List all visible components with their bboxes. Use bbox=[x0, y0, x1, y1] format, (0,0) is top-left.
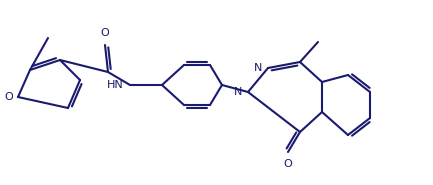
Text: N: N bbox=[254, 63, 262, 73]
Text: O: O bbox=[284, 159, 292, 169]
Text: N: N bbox=[234, 87, 242, 97]
Text: HN: HN bbox=[107, 80, 123, 90]
Text: O: O bbox=[5, 92, 13, 102]
Text: O: O bbox=[100, 28, 110, 38]
